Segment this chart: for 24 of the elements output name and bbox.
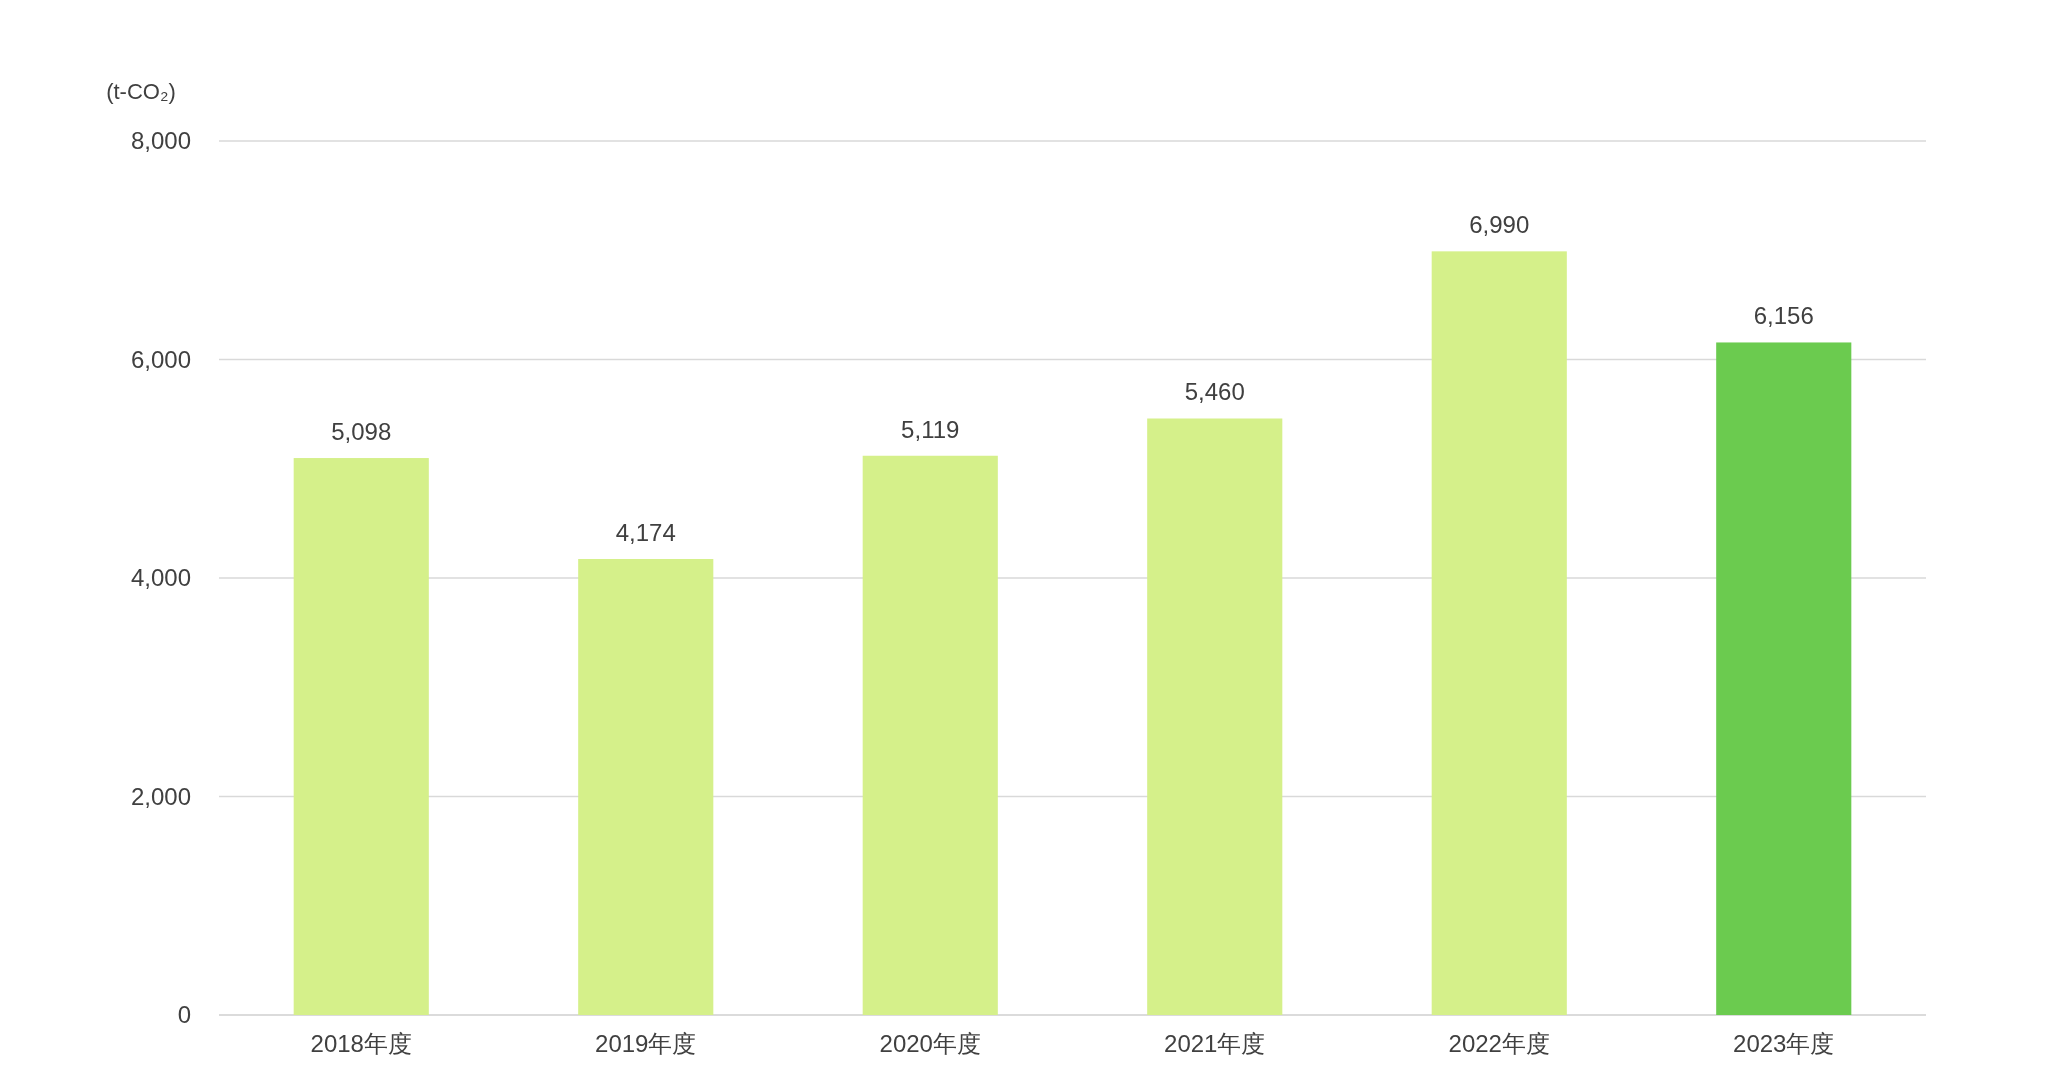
x-tick-label: 2020年度 <box>879 1030 981 1058</box>
y-tick-label: 2,000 <box>130 782 191 810</box>
data-label: 5,098 <box>331 418 392 446</box>
data-label: 5,460 <box>1184 378 1245 406</box>
y-tick-label: 4,000 <box>130 564 191 592</box>
bar <box>1716 342 1852 1015</box>
bar <box>862 455 998 1015</box>
y-tick-label: 8,000 <box>130 127 191 155</box>
data-label: 6,156 <box>1753 302 1814 330</box>
bar <box>1147 418 1283 1015</box>
x-tick-label: 2021年度 <box>1164 1030 1266 1058</box>
x-tick-label: 2023年度 <box>1733 1030 1835 1058</box>
bar <box>578 558 714 1015</box>
bar <box>1431 251 1567 1015</box>
data-label: 6,990 <box>1469 211 1530 239</box>
data-label: 5,119 <box>901 415 960 443</box>
y-tick-label: 6,000 <box>130 345 191 373</box>
x-tick-label: 2019年度 <box>595 1030 697 1058</box>
data-label: 4,174 <box>615 518 676 546</box>
y-axis-title: (t-CO₂) <box>106 79 176 104</box>
x-tick-label: 2018年度 <box>310 1030 412 1058</box>
y-tick-label: 0 <box>177 1001 191 1029</box>
x-tick-label: 2022年度 <box>1448 1030 1550 1058</box>
bar <box>293 458 429 1015</box>
